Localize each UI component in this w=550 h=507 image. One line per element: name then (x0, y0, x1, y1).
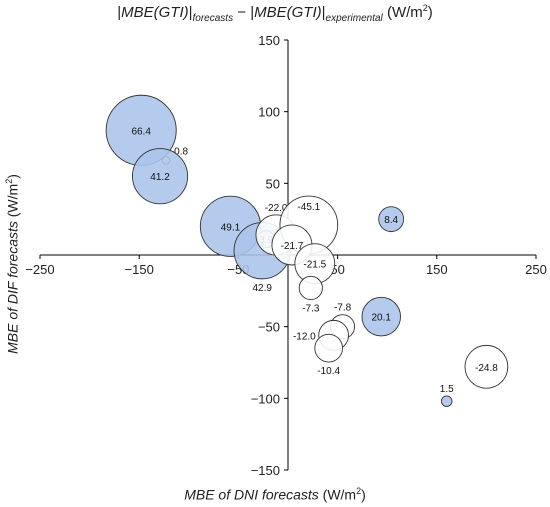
bubble-label: 49.1 (221, 222, 241, 233)
bubble-label: -22.0 (265, 203, 288, 214)
bubble-label: 42.9 (252, 283, 272, 294)
bubble-label: -12.0 (293, 331, 316, 342)
x-axis-label: MBE of DNI forecasts (W/m2) (184, 486, 366, 503)
bubble-label: 8.4 (384, 215, 398, 226)
x-tick-label: −150 (125, 262, 154, 277)
y-tick-label: −50 (258, 320, 280, 335)
bubble (131, 148, 189, 205)
bubble-label: 20.1 (372, 313, 392, 324)
bubble-label: -0.8 (171, 147, 189, 158)
bubble-label: -21.5 (303, 260, 326, 271)
bubble-label: -45.1 (297, 202, 320, 213)
bubble-label: 41.2 (150, 172, 170, 183)
y-tick-label: −100 (251, 391, 280, 406)
bubble (464, 344, 509, 389)
bubble-label: -7.3 (302, 304, 320, 315)
bubble-label: -21.7 (281, 241, 304, 252)
bubble (314, 333, 343, 363)
bubble-label: 66.4 (131, 126, 151, 137)
y-axis-label: MBE of DIF forecasts (W/m2) (4, 174, 21, 354)
y-tick-label: −150 (251, 463, 280, 478)
bubble-label: -24.8 (475, 363, 498, 374)
bubble-label: -7.8 (334, 303, 352, 314)
bubble (298, 275, 323, 301)
bubble-label: 1.5 (440, 384, 454, 395)
bubble (378, 206, 405, 233)
y-tick-label: 150 (258, 33, 280, 48)
chart-title: |MBE(GTI)|forecasts − |MBE(GTI)|experime… (117, 3, 433, 24)
y-tick-label: 100 (258, 105, 280, 120)
bubble-label: -10.4 (317, 366, 340, 377)
x-tick-label: 250 (525, 262, 547, 277)
x-tick-label: −250 (25, 262, 54, 277)
x-tick-label: 150 (426, 262, 448, 277)
bubble (441, 395, 453, 407)
bubble (361, 296, 401, 337)
y-tick-label: 50 (266, 176, 280, 191)
